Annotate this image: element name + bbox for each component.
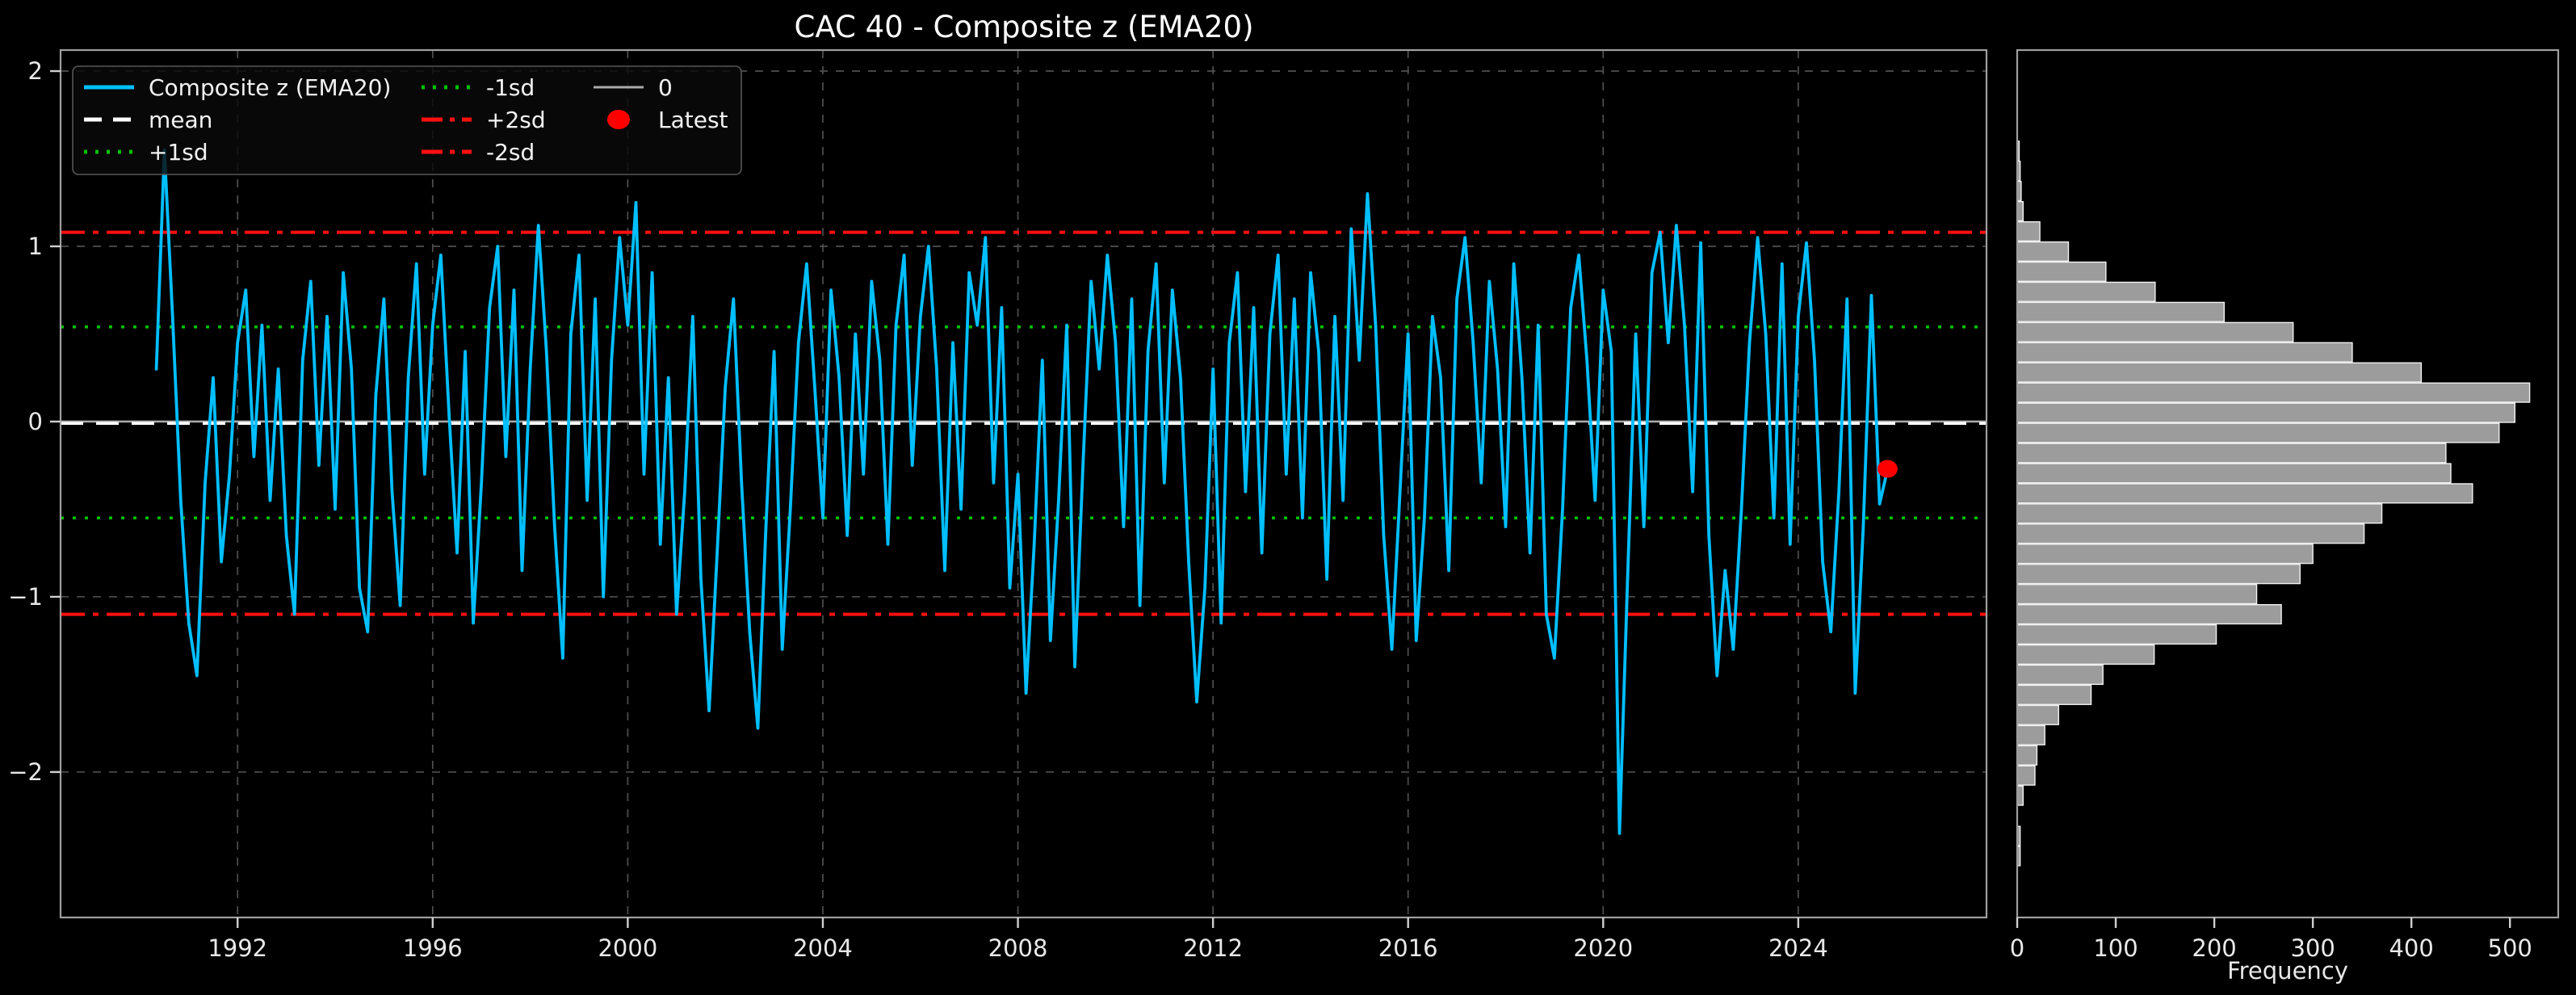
hist-tick-label: 300 (2290, 934, 2335, 962)
legend-label: Composite z (EMA20) (149, 74, 391, 101)
histogram-bar (2016, 362, 2423, 383)
x-tick-label: 2008 (988, 934, 1048, 962)
x-tick-label: 1992 (208, 934, 267, 962)
marker-layer (1877, 460, 1898, 478)
histogram-bar (2016, 644, 2155, 665)
histogram-bar (2016, 301, 2225, 322)
histogram-bar (2016, 281, 2156, 302)
x-tick-label: 2024 (1768, 934, 1828, 962)
latest-dot (1877, 460, 1898, 478)
histogram-frame (2016, 48, 2560, 919)
grid-layer (61, 50, 1987, 917)
histogram-bar (2016, 664, 2104, 686)
frequency-label: Frequency (2227, 957, 2348, 985)
y-tick-label: 1 (28, 233, 43, 260)
legend-label: +2sd (486, 107, 546, 133)
histogram-bar (2016, 463, 2452, 484)
x-tick-label: 2016 (1378, 934, 1438, 962)
histogram-bar (2016, 684, 2092, 705)
main-plot-frame (59, 48, 1988, 919)
histogram-bar (2016, 765, 2036, 786)
tick-layer: 1992 1996 2000 2004 2008 2012 2016 2020 2024210−… (8, 57, 2532, 962)
legend-label: -2sd (486, 139, 535, 166)
hist-tick-label: 0 (2010, 934, 2024, 962)
histogram-bar (2016, 724, 2045, 745)
histogram-bar (2016, 402, 2516, 423)
histogram-bar (2016, 220, 2041, 242)
x-tick-label: 2020 (1573, 934, 1633, 962)
histogram-bar (2016, 261, 2107, 282)
x-tick-label: 2000 (598, 934, 657, 962)
histogram-bar (2016, 342, 2353, 363)
histogram-bar (2016, 623, 2217, 645)
hist-tick-label: 200 (2192, 934, 2236, 962)
y-tick-label: 2 (28, 57, 43, 85)
histogram-bar (2016, 544, 2314, 565)
histogram-bar (2016, 745, 2038, 766)
legend-label: Latest (658, 107, 728, 133)
histogram-bar (2016, 604, 2282, 625)
x-tick-label: 2012 (1183, 934, 1243, 962)
legend-label: -1sd (486, 74, 535, 101)
y-tick-label: −2 (8, 758, 43, 786)
x-tick-label: 1996 (403, 934, 463, 962)
histogram-bar (2016, 321, 2294, 342)
legend-label: +1sd (149, 139, 208, 166)
histogram-bar (2016, 443, 2447, 464)
hist-tick-label: 400 (2389, 934, 2433, 962)
histogram-bar (2016, 422, 2500, 443)
y-tick-label: −1 (8, 583, 43, 611)
histogram-bar (2016, 564, 2301, 585)
y-tick-label: 0 (28, 408, 43, 435)
histogram-bar (2016, 382, 2531, 403)
frame-layer (59, 48, 2560, 919)
legend-label: 0 (658, 74, 673, 101)
composite-z-line (154, 148, 1890, 835)
legend-box (72, 65, 742, 175)
histogram-bar (2016, 523, 2365, 544)
histogram-bar (2016, 483, 2473, 504)
hist-tick-label: 100 (2093, 934, 2138, 962)
histogram-bar (2016, 503, 2383, 524)
histogram-bar (2016, 241, 2070, 262)
legend-label: mean (149, 107, 212, 133)
legend-latest-marker (607, 110, 630, 129)
histogram-bar (2016, 704, 2059, 725)
x-tick-label: 2004 (793, 934, 853, 962)
reference-lines-layer (61, 230, 1987, 616)
chart-title: CAC 40 - Composite z (EMA20) (794, 10, 1253, 44)
series-layer (154, 148, 1890, 835)
histogram-layer (2016, 141, 2531, 867)
hist-tick-label: 500 (2488, 934, 2532, 962)
histogram-bar (2016, 584, 2258, 605)
legend: Composite z (EMA20) mean +1sd -1sd +2sd -2sd 0… (72, 65, 742, 175)
